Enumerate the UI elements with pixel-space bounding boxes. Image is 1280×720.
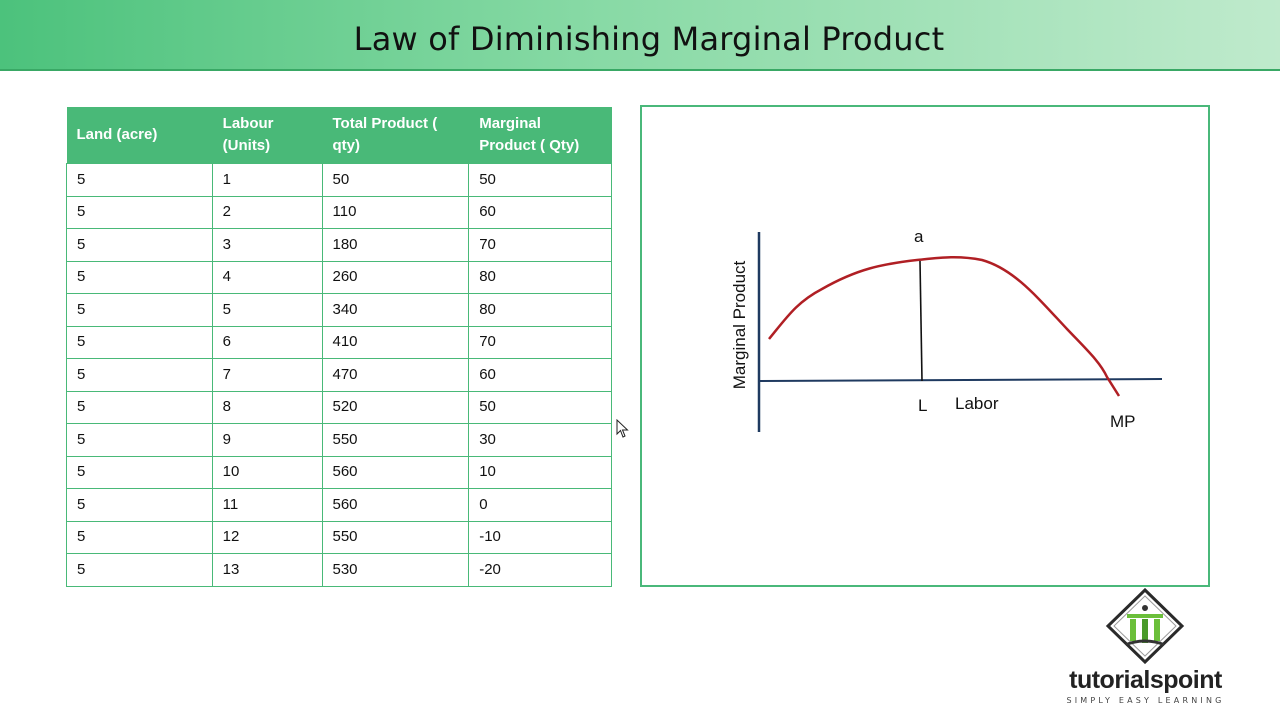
- cell-marginal-product: 80: [468, 293, 612, 327]
- cell-total-product: 550: [321, 520, 470, 554]
- cell-labour: 11: [211, 488, 323, 522]
- cell-total-product: 550: [321, 423, 470, 457]
- cell-land: 5: [66, 520, 213, 554]
- title-bar: Law of Diminishing Marginal Product: [0, 0, 1280, 71]
- cell-labour: 3: [211, 228, 323, 262]
- table-row: 5 7 470 60: [66, 358, 612, 392]
- production-table: Land (acre) Labour (Units) Total Product …: [66, 107, 612, 587]
- cell-land: 5: [66, 325, 213, 359]
- table-body: 5 1 50 50 5 2 110 60 5 3 180 70 5 4 260 80 5 5 340 80 5 6 410 7…: [66, 163, 612, 587]
- x-axis-label: Labor: [955, 394, 999, 413]
- cell-labour: 2: [211, 195, 323, 229]
- cell-land: 5: [66, 163, 213, 197]
- cell-land: 5: [66, 260, 213, 294]
- table-row: 5 4 260 80: [66, 260, 612, 294]
- cell-total-product: 520: [321, 390, 470, 424]
- cell-labour: 9: [211, 423, 323, 457]
- cell-land: 5: [66, 488, 213, 522]
- table-row: 5 13 530 -20: [66, 553, 612, 587]
- chart-frame: Marginal Product Labor a L MP: [640, 105, 1210, 587]
- table-row: 5 11 560 0: [66, 488, 612, 522]
- point-a-label: a: [914, 227, 924, 246]
- cell-marginal-product: 30: [468, 423, 612, 457]
- table-row: 5 12 550 -10: [66, 520, 612, 554]
- mp-curve-label: MP: [1110, 412, 1136, 431]
- l-dropline: [919, 260, 923, 382]
- header-land: Land (acre): [66, 107, 213, 164]
- y-axis-label: Marginal Product: [730, 260, 749, 389]
- mp-curve: [768, 256, 1121, 397]
- cell-labour: 4: [211, 260, 323, 294]
- cell-land: 5: [66, 423, 213, 457]
- table-row: 5 8 520 50: [66, 390, 612, 424]
- cell-total-product: 530: [321, 553, 470, 587]
- cell-total-product: 560: [321, 488, 470, 522]
- cell-land: 5: [66, 195, 213, 229]
- cell-marginal-product: 50: [468, 390, 612, 424]
- cell-land: 5: [66, 358, 213, 392]
- cell-marginal-product: 0: [468, 488, 612, 522]
- cell-land: 5: [66, 228, 213, 262]
- logo-tagline: SIMPLY EASY LEARNING: [1066, 696, 1225, 705]
- table-header-row: Land (acre) Labour (Units) Total Product …: [66, 107, 612, 164]
- logo-wordmark: tutorialspoint: [1069, 666, 1222, 694]
- cell-marginal-product: 60: [468, 195, 612, 229]
- slide-title: Law of Diminishing Marginal Product: [353, 19, 945, 58]
- cell-marginal-product: 10: [468, 455, 612, 489]
- cell-total-product: 260: [321, 260, 470, 294]
- cell-land: 5: [66, 293, 213, 327]
- tutorialspoint-logo: tutorialspoint SIMPLY EASY LEARNING: [1048, 587, 1243, 705]
- cell-land: 5: [66, 553, 213, 587]
- mouse-pointer-icon: [616, 419, 629, 438]
- table-row: 5 5 340 80: [66, 293, 612, 327]
- header-total-product: Total Product (qty): [322, 107, 470, 164]
- table-row: 5 2 110 60: [66, 195, 612, 229]
- cell-total-product: 470: [321, 358, 470, 392]
- cell-labour: 10: [211, 455, 323, 489]
- table-row: 5 9 550 30: [66, 423, 612, 457]
- cell-labour: 5: [211, 293, 323, 327]
- header-labour: Labour (Units): [212, 107, 323, 164]
- table-row: 5 3 180 70: [66, 228, 612, 262]
- tutorialspoint-emblem-icon: [1105, 587, 1185, 665]
- cell-marginal-product: 70: [468, 325, 612, 359]
- cell-labour: 7: [211, 358, 323, 392]
- cell-labour: 8: [211, 390, 323, 424]
- cell-labour: 1: [211, 163, 323, 197]
- cell-land: 5: [66, 455, 213, 489]
- cell-total-product: 50: [321, 163, 470, 197]
- cell-marginal-product: 70: [468, 228, 612, 262]
- cell-labour: 13: [211, 553, 323, 587]
- l-marker-label: L: [918, 396, 927, 415]
- table-row: 5 6 410 70: [66, 325, 612, 359]
- cell-land: 5: [66, 390, 213, 424]
- mp-chart: Marginal Product Labor a L MP: [730, 227, 1163, 432]
- header-marginal-product: Marginal Product ( Qty): [468, 107, 612, 164]
- cell-marginal-product: 50: [468, 163, 612, 197]
- cell-total-product: 110: [321, 195, 470, 229]
- cell-labour: 6: [211, 325, 323, 359]
- table-row: 5 10 560 10: [66, 455, 612, 489]
- cell-marginal-product: -10: [468, 520, 612, 554]
- cell-total-product: 340: [321, 293, 470, 327]
- cell-marginal-product: 60: [468, 358, 612, 392]
- table-row: 5 1 50 50: [66, 163, 612, 197]
- cell-labour: 12: [211, 520, 323, 554]
- cell-total-product: 560: [321, 455, 470, 489]
- x-axis: [758, 378, 1163, 382]
- cell-marginal-product: -20: [468, 553, 612, 587]
- cell-marginal-product: 80: [468, 260, 612, 294]
- cell-total-product: 180: [321, 228, 470, 262]
- cell-total-product: 410: [321, 325, 470, 359]
